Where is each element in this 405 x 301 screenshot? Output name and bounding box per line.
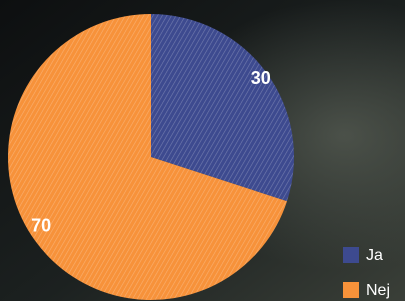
pie: 30 70 bbox=[8, 14, 294, 300]
page: 3070 JaNej (() => { const data = JSON.pa… bbox=[0, 0, 405, 301]
legend-label: Ja bbox=[366, 247, 383, 264]
legend-label: Nej bbox=[366, 282, 390, 299]
data-label: 30 bbox=[251, 68, 271, 88]
chart: 30 70 Ja Nej bbox=[0, 0, 405, 301]
legend-swatch bbox=[343, 282, 359, 298]
legend-swatch bbox=[343, 247, 359, 263]
data-label: 70 bbox=[31, 216, 51, 236]
